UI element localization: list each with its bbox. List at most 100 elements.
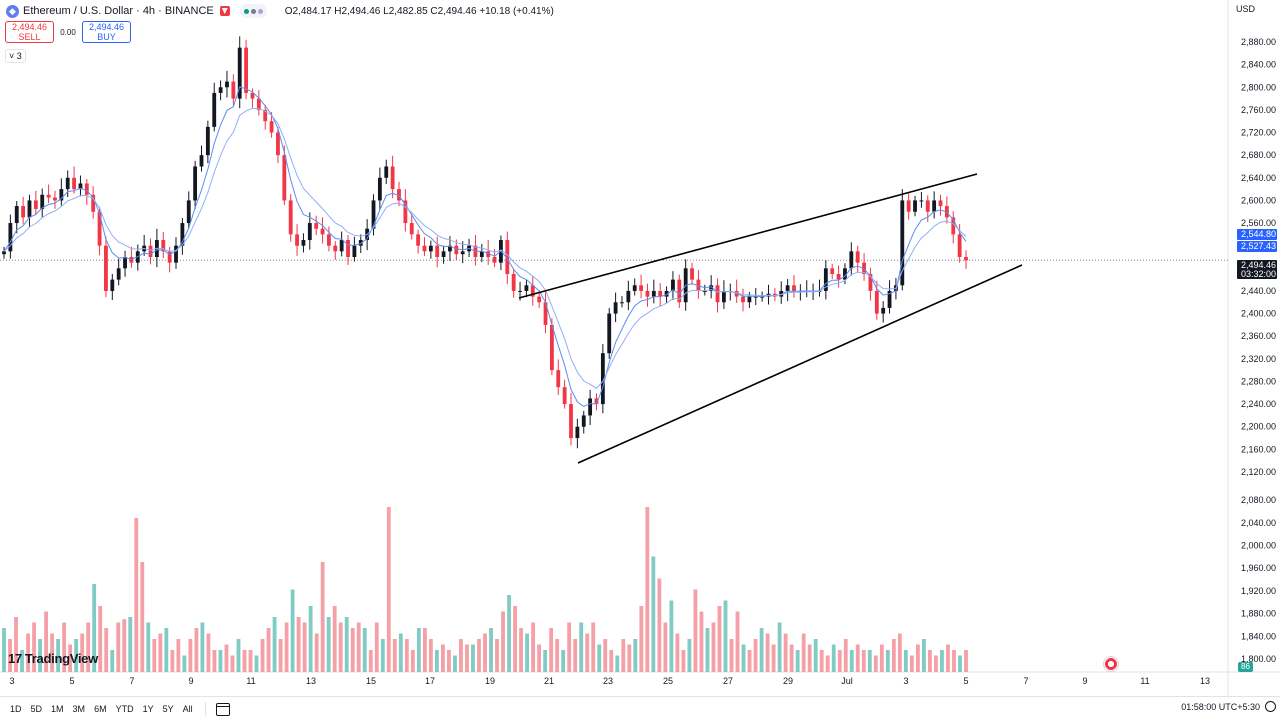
range-6m[interactable]: 6M — [94, 704, 107, 714]
candle-body — [696, 279, 701, 291]
candle-body — [167, 251, 172, 263]
candle-body — [919, 200, 924, 202]
volume-bar — [386, 507, 391, 672]
candle-body — [65, 177, 70, 190]
range-1d[interactable]: 1D — [10, 704, 22, 714]
price-tick-label: 1,840.00 — [1241, 631, 1276, 641]
volume-bar — [549, 628, 554, 672]
candle-body — [664, 290, 669, 297]
spread-value: 0.00 — [60, 27, 76, 37]
candle-body — [600, 353, 605, 405]
time-tick-label: 27 — [723, 676, 733, 686]
volume-bar — [465, 644, 469, 672]
candle-body — [575, 426, 580, 439]
candle-body — [231, 81, 236, 99]
price-tag-label: 2,544.80 — [1241, 229, 1276, 239]
candle-body — [792, 285, 796, 291]
symbol-title[interactable]: Ethereum / U.S. Dollar · 4h · BINANCE — [23, 5, 214, 17]
candle-body — [199, 155, 204, 167]
volume-bar — [26, 633, 30, 672]
volume-bar — [194, 628, 199, 672]
volume-bar — [879, 644, 884, 672]
candle-body — [129, 257, 134, 263]
candle-body — [747, 296, 752, 303]
volume-bar — [807, 644, 812, 672]
candle-body — [874, 290, 879, 314]
volume-bar — [116, 622, 121, 672]
volume-bar — [134, 518, 139, 672]
sell-button[interactable]: 2,494.46 SELL — [5, 21, 54, 43]
volume-bar — [164, 628, 169, 672]
volume-bar — [428, 639, 433, 672]
price-tick-label: 2,080.00 — [1241, 495, 1276, 505]
candle-body — [868, 273, 873, 291]
volume-bar — [831, 644, 836, 672]
price-tick-label: 2,880.00 — [1241, 37, 1276, 47]
candle-body — [492, 257, 497, 263]
candle-body — [301, 240, 306, 246]
price-tick-label: 2,680.00 — [1241, 150, 1276, 160]
volume-bar — [525, 633, 529, 672]
flag-icon[interactable] — [219, 6, 230, 16]
range-5d[interactable]: 5D — [30, 704, 43, 714]
calendar-icon[interactable] — [215, 702, 230, 716]
volume-bar — [952, 650, 956, 672]
range-5y[interactable]: 5Y — [162, 704, 174, 714]
time-tick-label: 5 — [69, 676, 74, 686]
price-tick-label: 2,160.00 — [1241, 444, 1276, 454]
candle-body — [511, 273, 516, 291]
price-tick-label: 2,720.00 — [1241, 128, 1276, 138]
candle-body — [193, 166, 198, 201]
range-ytd[interactable]: YTD — [115, 704, 134, 714]
price-tick-label: 1,960.00 — [1241, 563, 1276, 573]
candle-body — [613, 302, 618, 314]
candle-body — [435, 245, 440, 257]
candle-body — [830, 268, 835, 274]
time-tick-label: 11 — [1140, 676, 1149, 686]
volume-bar — [404, 639, 409, 672]
currency-label[interactable]: USD — [1236, 4, 1256, 14]
volume-bar — [206, 633, 211, 672]
tradingview-logo-icon: 17 — [8, 651, 22, 666]
event-flag-icon[interactable] — [1103, 656, 1119, 672]
candle-body — [944, 206, 949, 218]
volume-bar — [915, 644, 920, 672]
status-indicators[interactable] — [239, 4, 267, 18]
time-tick-label: 3 — [903, 676, 908, 686]
moving-average-line — [3, 107, 967, 389]
candle-body — [734, 290, 739, 297]
range-1m[interactable]: 1M — [51, 704, 64, 714]
volume-bar — [398, 633, 403, 672]
volume-bar — [747, 650, 752, 672]
range-1y[interactable]: 1Y — [142, 704, 154, 714]
settings-icon[interactable] — [1265, 701, 1276, 712]
volume-bar — [591, 622, 596, 672]
candle-body — [855, 251, 860, 263]
indicator-legend-toggle[interactable]: ˅ 3 — [5, 49, 26, 63]
candle-body — [505, 240, 510, 274]
price-tag-label: 2,494.46 — [1241, 260, 1276, 270]
volume-bar — [717, 606, 722, 672]
candle-body — [441, 251, 446, 257]
buy-button[interactable]: 2,494.46 BUY — [82, 21, 131, 43]
candle-body — [218, 87, 223, 93]
range-all[interactable]: All — [182, 704, 193, 714]
candle-body — [549, 324, 554, 371]
volume-bar — [284, 622, 289, 672]
volume-bar — [296, 617, 301, 672]
candle-body — [148, 245, 153, 257]
volume-bar — [946, 644, 950, 672]
candle-body — [416, 234, 421, 246]
range-3m[interactable]: 3M — [72, 704, 86, 714]
buy-price: 2,494.46 — [88, 22, 125, 32]
volume-bar — [98, 606, 103, 672]
candle-body — [346, 240, 350, 257]
volume-bar — [597, 644, 602, 672]
price-tag — [1237, 260, 1277, 279]
clock-readout[interactable]: 01:58:00 UTC+5:30 — [1181, 702, 1260, 712]
candle-body — [78, 183, 83, 190]
price-chart[interactable]: 2,120.00 2,160.00 2,200.00 2,240.00 2,280.00… — [0, 0, 1280, 696]
volume-bar — [729, 639, 734, 672]
volume-bar — [934, 655, 938, 672]
volume-bar — [639, 606, 644, 672]
